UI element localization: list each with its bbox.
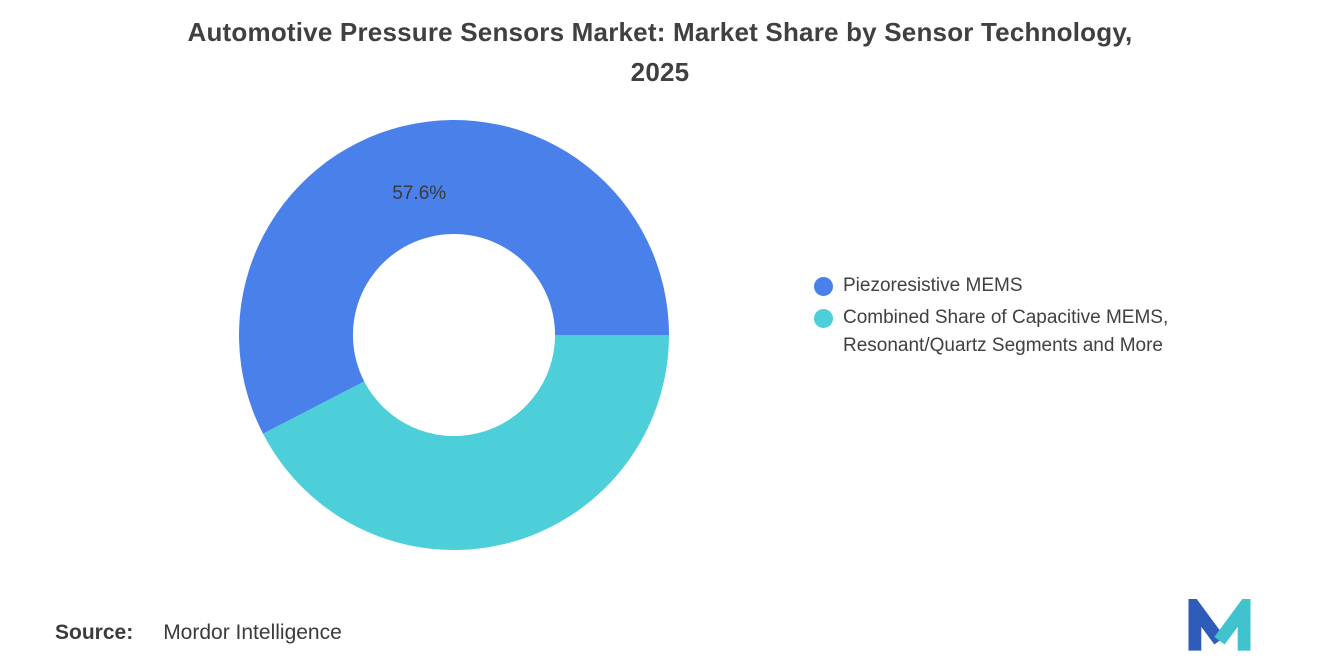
donut-slice-2 (263, 335, 669, 550)
donut-slice-1 (239, 120, 669, 434)
chart-title-line2: 2025 (630, 57, 690, 87)
source-value: Mordor Intelligence (163, 621, 342, 644)
logo-left-stroke (1188, 599, 1225, 651)
donut-chart: 57.6% (239, 120, 669, 550)
legend-label: Piezoresistive MEMS (843, 275, 1023, 296)
legend-item: Piezoresistive MEMS (814, 272, 1241, 300)
logo-right-stroke (1214, 599, 1251, 651)
source-note: Source: Mordor Intelligence (55, 621, 342, 645)
legend-item: Combined Share of Capacitive MEMS, Reson… (814, 304, 1241, 360)
legend: Piezoresistive MEMS Combined Share of Ca… (814, 272, 1241, 360)
legend-label: Combined Share of Capacitive MEMS, Reson… (843, 307, 1169, 356)
legend-swatch (814, 309, 833, 328)
legend-swatch (814, 277, 833, 296)
chart-title-line1: Automotive Pressure Sensors Market: Mark… (187, 17, 1133, 47)
mordor-intelligence-logo (1188, 599, 1251, 651)
chart-title: Automotive Pressure Sensors Market: Mark… (0, 12, 1320, 92)
source-label: Source: (55, 621, 134, 644)
slice-value-label: 57.6% (392, 183, 446, 204)
